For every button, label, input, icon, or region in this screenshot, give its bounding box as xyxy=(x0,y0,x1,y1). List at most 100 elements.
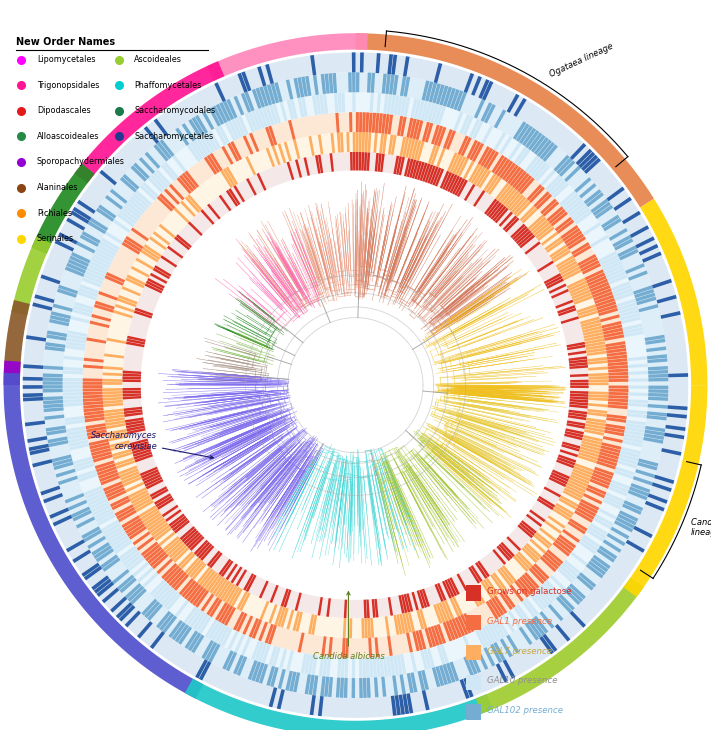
Polygon shape xyxy=(431,124,440,145)
Polygon shape xyxy=(419,630,427,649)
Polygon shape xyxy=(546,239,564,253)
Polygon shape xyxy=(637,462,658,470)
Polygon shape xyxy=(190,586,204,604)
Polygon shape xyxy=(368,112,373,133)
Polygon shape xyxy=(574,463,594,473)
Polygon shape xyxy=(570,401,588,406)
Polygon shape xyxy=(153,267,170,279)
Polygon shape xyxy=(405,138,412,158)
Polygon shape xyxy=(568,201,586,216)
Polygon shape xyxy=(589,383,609,385)
Polygon shape xyxy=(593,291,613,301)
Bar xyxy=(466,645,481,661)
Polygon shape xyxy=(551,211,568,226)
Polygon shape xyxy=(94,578,112,594)
Polygon shape xyxy=(124,410,142,414)
Polygon shape xyxy=(154,144,169,162)
Polygon shape xyxy=(481,103,492,121)
Polygon shape xyxy=(570,143,587,160)
Polygon shape xyxy=(414,99,421,119)
Polygon shape xyxy=(53,515,73,527)
Polygon shape xyxy=(180,201,196,217)
Polygon shape xyxy=(570,204,588,219)
Polygon shape xyxy=(549,209,566,224)
Polygon shape xyxy=(535,589,550,606)
Polygon shape xyxy=(171,571,186,589)
Polygon shape xyxy=(172,155,187,172)
Polygon shape xyxy=(606,267,625,279)
Polygon shape xyxy=(169,514,185,527)
Polygon shape xyxy=(392,75,399,95)
Polygon shape xyxy=(296,612,303,631)
Polygon shape xyxy=(94,304,114,312)
Polygon shape xyxy=(619,510,638,522)
Polygon shape xyxy=(34,294,55,303)
Polygon shape xyxy=(326,657,331,677)
Polygon shape xyxy=(586,345,606,350)
Polygon shape xyxy=(375,637,379,658)
Polygon shape xyxy=(367,618,371,638)
Polygon shape xyxy=(574,210,592,225)
Polygon shape xyxy=(511,196,526,213)
Polygon shape xyxy=(91,542,110,556)
Polygon shape xyxy=(123,518,141,531)
Polygon shape xyxy=(242,136,254,154)
Polygon shape xyxy=(603,436,623,443)
Polygon shape xyxy=(63,381,82,385)
Polygon shape xyxy=(281,589,289,607)
Polygon shape xyxy=(606,345,626,351)
Polygon shape xyxy=(32,459,53,467)
Polygon shape xyxy=(540,611,555,628)
Polygon shape xyxy=(420,649,428,670)
Polygon shape xyxy=(624,430,644,437)
Polygon shape xyxy=(156,611,171,628)
Polygon shape xyxy=(226,99,237,118)
Polygon shape xyxy=(572,207,590,222)
Polygon shape xyxy=(106,529,124,542)
Polygon shape xyxy=(557,457,575,466)
Polygon shape xyxy=(105,275,124,286)
Polygon shape xyxy=(187,194,203,211)
Polygon shape xyxy=(433,604,442,624)
Polygon shape xyxy=(410,652,417,672)
Polygon shape xyxy=(180,526,195,540)
Polygon shape xyxy=(587,351,606,356)
Polygon shape xyxy=(155,169,171,186)
Polygon shape xyxy=(157,498,174,510)
Polygon shape xyxy=(582,323,602,330)
Polygon shape xyxy=(328,637,333,657)
Polygon shape xyxy=(43,407,64,412)
Polygon shape xyxy=(466,140,478,159)
Polygon shape xyxy=(154,527,172,542)
Polygon shape xyxy=(556,157,572,175)
Polygon shape xyxy=(43,381,63,385)
Polygon shape xyxy=(599,545,617,560)
Polygon shape xyxy=(606,414,626,419)
Polygon shape xyxy=(598,251,617,263)
Polygon shape xyxy=(437,645,446,665)
Polygon shape xyxy=(656,295,677,303)
Polygon shape xyxy=(483,150,496,168)
Polygon shape xyxy=(43,73,668,698)
Polygon shape xyxy=(375,113,380,133)
Polygon shape xyxy=(258,622,268,641)
Polygon shape xyxy=(193,540,208,555)
Polygon shape xyxy=(129,439,148,446)
Polygon shape xyxy=(402,137,409,157)
Polygon shape xyxy=(186,608,201,626)
Polygon shape xyxy=(606,348,626,354)
Polygon shape xyxy=(442,580,451,598)
Polygon shape xyxy=(525,155,540,172)
Polygon shape xyxy=(68,437,88,443)
Polygon shape xyxy=(532,592,547,608)
Polygon shape xyxy=(481,125,493,145)
Polygon shape xyxy=(531,565,547,582)
Polygon shape xyxy=(408,612,415,632)
Polygon shape xyxy=(570,611,586,628)
Text: Phaffomycetales: Phaffomycetales xyxy=(134,81,202,90)
Polygon shape xyxy=(272,103,281,124)
Polygon shape xyxy=(447,578,457,596)
Polygon shape xyxy=(533,222,550,237)
Polygon shape xyxy=(583,435,603,442)
Polygon shape xyxy=(191,634,205,653)
